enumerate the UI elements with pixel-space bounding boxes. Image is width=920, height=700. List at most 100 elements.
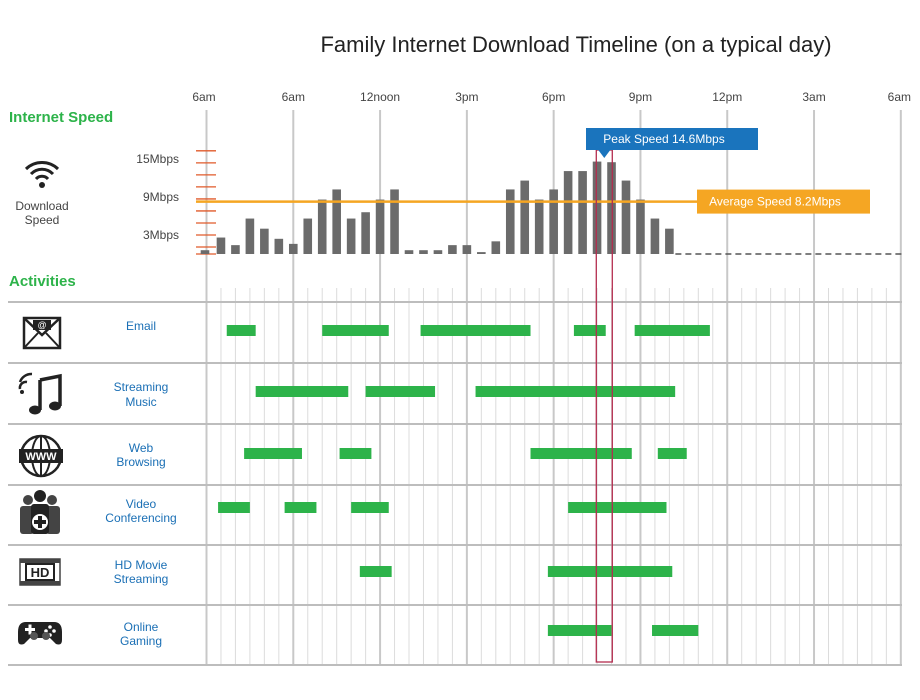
y-axis: 3Mbps 9Mbps 15Mbps bbox=[136, 150, 216, 255]
x-tick-label: 3am bbox=[802, 90, 825, 104]
speed-bar bbox=[231, 245, 240, 254]
speed-bar bbox=[288, 243, 298, 254]
speed-bar bbox=[491, 241, 501, 254]
activity-bar bbox=[657, 448, 687, 459]
gamepad-icon bbox=[18, 622, 62, 645]
speed-bars bbox=[200, 161, 905, 255]
speed-bar bbox=[549, 189, 558, 254]
speed-bar bbox=[260, 228, 269, 254]
x-tick-label: 6pm bbox=[542, 90, 565, 104]
speed-bar bbox=[665, 228, 674, 254]
globe-www-icon: WWW bbox=[19, 434, 63, 478]
activity-bar bbox=[339, 448, 372, 459]
activity-bar bbox=[547, 566, 673, 577]
activity-bar bbox=[634, 325, 710, 336]
activity-rows: EmailStreamingMusicWebBrowsingVideoConfe… bbox=[8, 301, 902, 666]
average-callout-label: Average Speed 8.2Mbps bbox=[709, 195, 841, 209]
activity-bar bbox=[365, 386, 436, 397]
speed-bar bbox=[317, 199, 327, 254]
activity-bar bbox=[218, 502, 250, 513]
activity-bar bbox=[255, 386, 349, 397]
speed-bar bbox=[636, 199, 645, 254]
activity-bar bbox=[244, 448, 302, 459]
speed-bar bbox=[361, 212, 370, 254]
activity-bar bbox=[547, 625, 612, 636]
activity-label: Online bbox=[124, 620, 159, 634]
activity-bar bbox=[322, 325, 389, 336]
speed-bar bbox=[346, 218, 356, 254]
activity-label: Music bbox=[125, 395, 156, 409]
speed-bar bbox=[563, 171, 573, 254]
speed-bar bbox=[621, 180, 631, 254]
speed-bar bbox=[274, 238, 284, 254]
svg-text:HD: HD bbox=[31, 565, 50, 580]
activity-bar bbox=[284, 502, 317, 513]
music-note-icon bbox=[18, 372, 62, 415]
speed-bar bbox=[375, 199, 385, 254]
speed-bar bbox=[419, 250, 428, 254]
y-tick-label: 9Mbps bbox=[143, 190, 179, 204]
speed-bar bbox=[578, 171, 587, 254]
activity-bar bbox=[359, 566, 392, 577]
speed-bar bbox=[200, 250, 210, 254]
speed-bar bbox=[607, 162, 616, 254]
activity-label: Streaming bbox=[114, 572, 169, 586]
wifi-icon bbox=[24, 161, 60, 188]
activity-label: Email bbox=[126, 319, 156, 333]
download-speed-label-line2: Speed bbox=[25, 213, 60, 227]
speed-bar bbox=[404, 250, 414, 254]
activity-label: Streaming bbox=[114, 380, 169, 394]
activity-label: Browsing bbox=[116, 455, 165, 469]
chart-title: Family Internet Download Timeline (on a … bbox=[320, 32, 831, 57]
activity-bar bbox=[573, 325, 606, 336]
download-speed-label-line1: Download bbox=[15, 199, 68, 213]
average-speed-line: Average Speed 8.2Mbps bbox=[196, 189, 870, 214]
activity-bar bbox=[568, 502, 667, 513]
speed-bar bbox=[505, 189, 515, 254]
peak-callout-pointer bbox=[598, 150, 611, 158]
speed-bar bbox=[650, 218, 660, 254]
x-tick-label: 12noon bbox=[360, 90, 400, 104]
speed-bar bbox=[448, 245, 457, 254]
x-tick-label: 12pm bbox=[712, 90, 742, 104]
activity-bar bbox=[351, 502, 389, 513]
x-axis-ticks: 6am 6am 12noon 3pm 6pm 9pm 12pm 3am 6am bbox=[192, 90, 911, 104]
speed-bar bbox=[592, 161, 602, 254]
speed-bar bbox=[462, 245, 472, 254]
y-tick-label: 3Mbps bbox=[143, 228, 179, 242]
activity-bar bbox=[226, 325, 256, 336]
speed-bar bbox=[216, 237, 226, 254]
activity-label: Conferencing bbox=[105, 511, 176, 525]
activity-label: Gaming bbox=[120, 634, 162, 648]
x-tick-label: 6am bbox=[888, 90, 911, 104]
activity-label: Web bbox=[129, 441, 154, 455]
envelope-icon: @ bbox=[22, 316, 62, 350]
x-tick-label: 3pm bbox=[455, 90, 478, 104]
svg-text:WWW: WWW bbox=[25, 451, 57, 463]
people-group-icon bbox=[20, 490, 60, 534]
speed-bar bbox=[433, 250, 443, 254]
activity-bar bbox=[420, 325, 531, 336]
activity-label: HD Movie bbox=[115, 558, 168, 572]
peak-callout-box bbox=[586, 128, 758, 150]
activity-bar bbox=[652, 625, 699, 636]
speed-bar bbox=[477, 252, 486, 254]
peak-highlight: Peak Speed 14.6Mbps bbox=[586, 128, 758, 663]
x-tick-label: 6am bbox=[282, 90, 305, 104]
section-activities: Activities bbox=[9, 273, 76, 290]
section-internet-speed: Internet Speed bbox=[9, 109, 113, 126]
speed-bar bbox=[245, 218, 255, 254]
speed-bar bbox=[520, 180, 530, 254]
speed-bar bbox=[303, 218, 313, 254]
hd-film-icon: HD bbox=[19, 558, 61, 586]
activity-label: Video bbox=[126, 497, 157, 511]
svg-text:@: @ bbox=[37, 320, 46, 330]
activity-bar bbox=[475, 386, 676, 397]
x-tick-label: 6am bbox=[192, 90, 215, 104]
peak-callout-label: Peak Speed 14.6Mbps bbox=[603, 132, 724, 146]
y-tick-label: 15Mbps bbox=[136, 152, 179, 166]
average-callout-box bbox=[697, 189, 870, 214]
x-tick-label: 9pm bbox=[629, 90, 652, 104]
speed-bar bbox=[332, 189, 341, 254]
